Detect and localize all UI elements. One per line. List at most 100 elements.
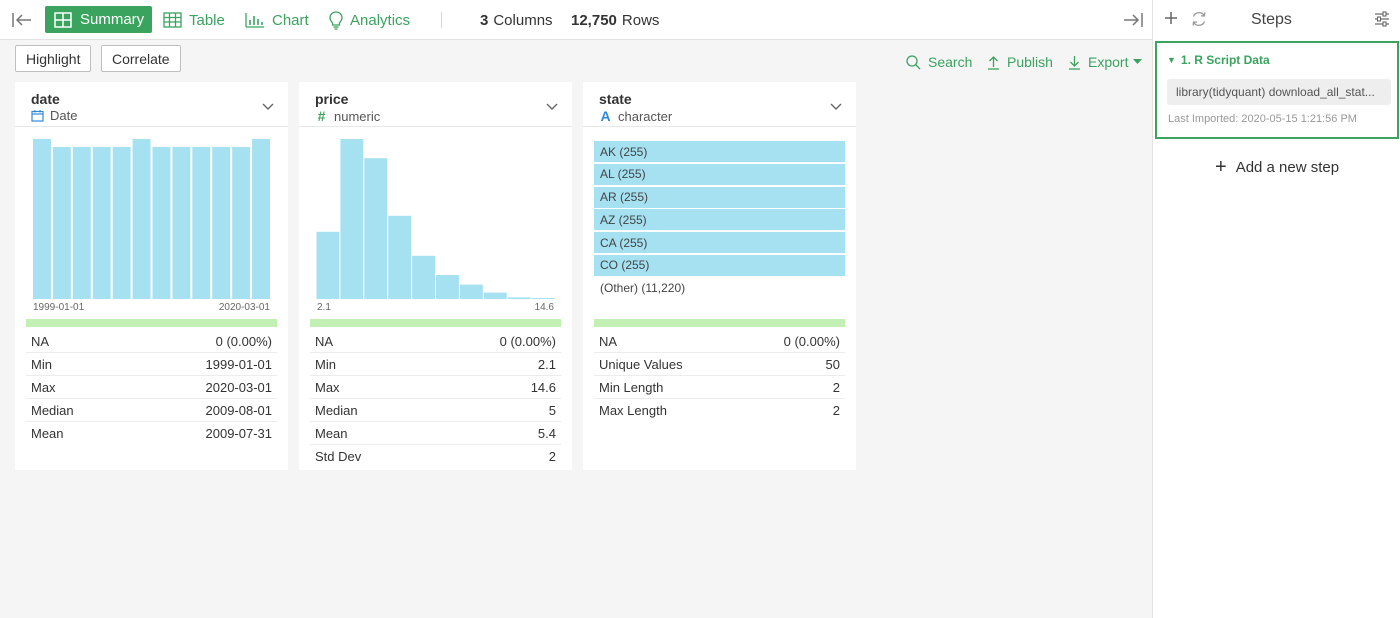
export-button[interactable]: Export (1068, 52, 1143, 72)
step-title[interactable]: ▼ 1. R Script Data (1167, 53, 1270, 67)
stat-row: Mean 2009-07-31 (26, 422, 277, 445)
stat-value: 0 (0.00%) (215, 333, 272, 349)
step-code-preview[interactable]: library(tidyquant) download_all_stat... (1167, 79, 1391, 105)
histogram-bar[interactable] (152, 147, 171, 299)
caret-down-icon[interactable]: ▼ (1167, 55, 1176, 65)
histogram-price[interactable] (310, 137, 561, 299)
column-card-header: date Date (15, 82, 288, 127)
step-last-imported: Last Imported: 2020-05-15 1:21:56 PM (1168, 113, 1357, 125)
column-type-label: Date (50, 108, 78, 123)
stat-label: Min (315, 356, 336, 372)
stat-label: NA (31, 333, 50, 349)
histogram-bar[interactable] (72, 147, 91, 299)
category-item[interactable]: AR (255) (594, 186, 845, 208)
histogram-bar[interactable] (483, 292, 507, 299)
publish-button[interactable]: Publish (987, 52, 1053, 72)
correlate-button[interactable]: Correlate (101, 45, 181, 72)
column-type-label: character (618, 108, 673, 124)
stat-label: Unique Values (599, 356, 683, 372)
publish-label: Publish (1007, 54, 1053, 70)
stat-value: 14.6 (530, 379, 556, 395)
histogram-bar[interactable] (340, 139, 364, 299)
sliders-icon[interactable] (1374, 11, 1390, 32)
histogram-bar[interactable] (232, 147, 251, 299)
axis-min-label: 1999-01-01 (33, 302, 85, 313)
histogram-bar[interactable] (252, 139, 270, 299)
histogram-bar[interactable] (52, 147, 71, 299)
histogram-bar[interactable] (507, 297, 531, 299)
stat-label: Max (31, 379, 56, 395)
chevron-down-icon[interactable] (830, 98, 842, 116)
stat-value: 2 (832, 403, 840, 418)
tab-table-label: Table (189, 11, 225, 29)
histogram-bar[interactable] (316, 231, 340, 299)
refresh-icon[interactable] (1190, 10, 1208, 33)
histogram-bar[interactable] (192, 147, 211, 299)
tab-analytics[interactable]: Analytics (329, 0, 410, 40)
stats-table: NA 0 (0.00%) Min 2.1 Max 14.6 Median 5 Mean 5.4 St… (310, 330, 561, 468)
histogram-bar[interactable] (212, 147, 231, 299)
stat-value: 2 (548, 449, 556, 464)
histogram-bar[interactable] (459, 284, 483, 299)
stat-row: Min 2.1 (310, 353, 561, 376)
stats-table: NA 0 (0.00%) Min 1999-01-01 Max 2020-03-01 Med… (26, 330, 277, 445)
column-card-state: state A character AK (255) AL (255) AR (… (583, 82, 856, 470)
histogram-date[interactable] (26, 137, 277, 299)
stat-label: Min (31, 356, 52, 372)
download-icon (1069, 55, 1080, 70)
histogram-bar[interactable] (112, 147, 131, 299)
tab-summary[interactable]: Summary (45, 6, 152, 33)
add-step-label: Add a new step (1235, 158, 1340, 176)
tab-table[interactable]: Table (163, 0, 225, 40)
plus-icon[interactable] (1163, 10, 1179, 31)
histogram-bar[interactable] (531, 298, 555, 299)
tab-chart[interactable]: Chart (245, 0, 309, 40)
stat-value: 2009-08-01 (205, 402, 273, 418)
category-item[interactable]: CO (255) (594, 254, 845, 276)
column-card-date: date Date 1999-01-01 2020-03-01 NA 0 (0.0… (15, 82, 288, 470)
stat-label: Median (315, 402, 358, 418)
histogram-bar[interactable] (436, 275, 459, 299)
chevron-down-icon[interactable] (546, 98, 558, 116)
column-card-header: state A character (583, 82, 856, 127)
stat-value: 5.4 (537, 425, 556, 441)
expand-right-icon[interactable] (1122, 0, 1144, 40)
histogram-bar[interactable] (33, 139, 51, 299)
histogram-bar[interactable] (132, 139, 151, 299)
column-type: Date (31, 108, 77, 123)
step-card[interactable]: ▼ 1. R Script Data library(tidyquant) do… (1155, 41, 1399, 139)
category-item[interactable]: AZ (255) (594, 209, 845, 231)
stat-value: 5 (548, 402, 556, 418)
add-step-button[interactable]: + Add a new step (1215, 157, 1339, 177)
category-item[interactable]: AK (255) (594, 141, 845, 162)
stat-row: NA 0 (0.00%) (26, 330, 277, 353)
column-count-value: 3 (480, 11, 489, 29)
search-button[interactable]: Search (906, 52, 972, 72)
histogram-bar[interactable] (92, 147, 111, 299)
category-list: AK (255) AL (255) AR (255) AZ (255) CA (… (594, 141, 845, 299)
column-count: 3 Columns (480, 0, 553, 40)
histogram-bar[interactable] (364, 158, 388, 299)
axis-min-label: 2.1 (317, 302, 331, 313)
histogram-bar[interactable] (388, 215, 412, 299)
stat-row: Min Length 2 (594, 376, 845, 399)
chevron-down-icon[interactable] (262, 98, 274, 116)
hash-icon: # (317, 108, 326, 124)
stat-value: 0 (0.00%) (499, 333, 556, 349)
stat-label: Min Length (599, 379, 664, 395)
stat-row: NA 0 (0.00%) (310, 330, 561, 353)
highlight-button[interactable]: Highlight (15, 45, 92, 72)
na-indicator-bar (594, 319, 845, 327)
histogram-bar[interactable] (172, 147, 191, 299)
axis-max-label: 14.6 (534, 302, 554, 313)
stat-label: Median (31, 402, 74, 418)
category-item[interactable]: AL (255) (594, 163, 845, 185)
tab-summary-label: Summary (80, 11, 145, 28)
histogram-bar[interactable] (412, 255, 435, 299)
stat-row: Unique Values 50 (594, 353, 845, 376)
category-item[interactable]: CA (255) (594, 232, 845, 254)
column-name: date (31, 91, 60, 107)
collapse-left-icon[interactable] (11, 0, 33, 40)
row-count-value: 12,750 (571, 11, 617, 29)
stat-label: Max Length (599, 403, 667, 418)
